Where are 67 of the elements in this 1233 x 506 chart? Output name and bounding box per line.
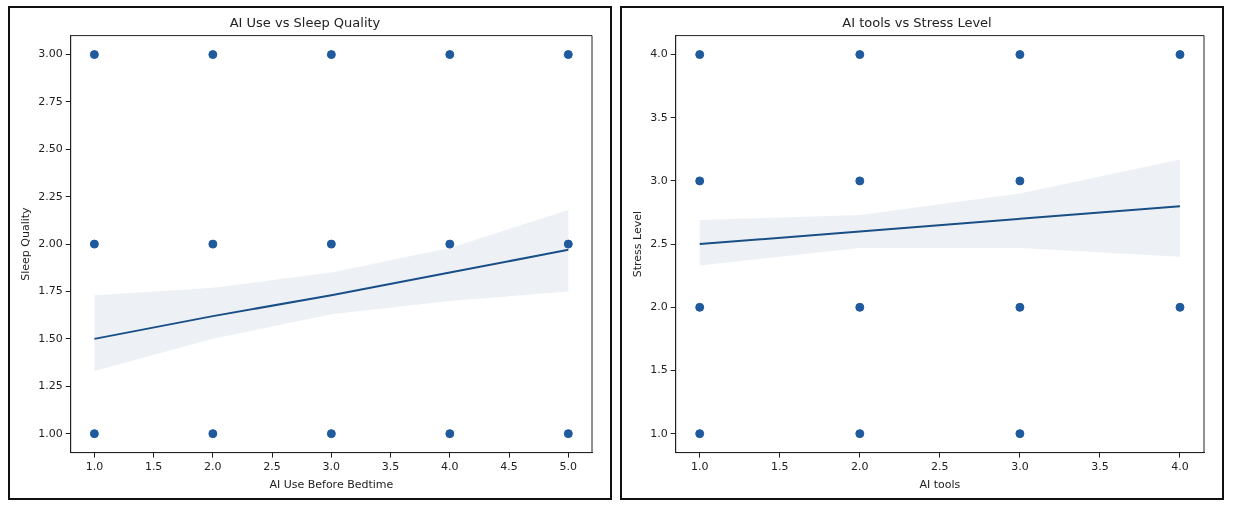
point	[326, 239, 336, 249]
point	[445, 50, 455, 60]
y-tick-label: 4.0	[650, 47, 668, 61]
point	[1015, 429, 1025, 439]
point	[1015, 302, 1025, 312]
y-tick-label: 3.5	[650, 110, 668, 124]
y-tick-label: 2.0	[650, 300, 668, 314]
x-tick-label: 2.5	[931, 460, 949, 474]
point	[563, 50, 573, 60]
point	[445, 429, 455, 439]
y-tick-label: 2.75	[38, 94, 63, 108]
x-tick-label: 3.5	[381, 460, 400, 474]
point	[563, 429, 573, 439]
y-tick-label: 1.0	[650, 426, 668, 440]
x-tick-label: 1.5	[144, 460, 163, 474]
point	[208, 50, 218, 60]
point	[695, 50, 705, 60]
y-tick-label: 3.0	[650, 173, 668, 187]
point	[855, 176, 865, 186]
x-tick-label: 1.5	[771, 460, 789, 474]
y-tick-label: 1.75	[38, 284, 63, 298]
y-axis-title: Sleep Quality	[19, 206, 33, 281]
point	[855, 302, 865, 312]
x-tick-label: 1.0	[690, 460, 709, 474]
point	[208, 429, 218, 439]
point	[855, 50, 865, 60]
y-tick-label: 3.00	[38, 47, 63, 61]
y-tick-label: 2.5	[650, 236, 668, 250]
point	[326, 429, 336, 439]
point	[1015, 50, 1025, 60]
point	[695, 302, 705, 312]
x-axis-title: AI Use Before Bedtime	[269, 478, 394, 492]
x-axis-title: AI tools	[919, 478, 961, 492]
y-axis-title: Stress Level	[631, 210, 645, 278]
x-tick-label: 3.0	[322, 460, 341, 474]
y-tick-label: 2.25	[38, 189, 63, 203]
x-tick-label: 4.5	[500, 460, 518, 474]
chart-title: AI Use vs Sleep Quality	[229, 15, 381, 31]
point	[1175, 50, 1185, 60]
point	[89, 239, 99, 249]
point	[695, 176, 705, 186]
point	[563, 239, 573, 249]
x-tick-label: 2.0	[851, 460, 869, 474]
point	[89, 429, 99, 439]
x-tick-label: 5.0	[559, 460, 578, 474]
point	[1175, 302, 1185, 312]
y-tick-label: 1.25	[38, 379, 63, 393]
y-tick-label: 1.5	[650, 363, 668, 377]
point	[445, 239, 455, 249]
point	[1015, 176, 1025, 186]
point	[326, 50, 336, 60]
x-tick-label: 2.5	[263, 460, 281, 474]
x-tick-label: 3.5	[1091, 460, 1109, 474]
y-tick-label: 1.00	[38, 426, 63, 440]
chart-title: AI tools vs Stress Level	[842, 15, 992, 31]
x-tick-label: 4.0	[1171, 460, 1189, 474]
y-tick-label: 1.50	[38, 331, 63, 345]
point	[855, 429, 865, 439]
y-tick-label: 2.00	[38, 236, 63, 250]
x-tick-label: 3.0	[1011, 460, 1029, 474]
point	[695, 429, 705, 439]
x-tick-label: 1.0	[85, 460, 104, 474]
x-tick-label: 2.0	[204, 460, 222, 474]
point	[208, 239, 218, 249]
x-tick-label: 4.0	[441, 460, 459, 474]
y-tick-label: 2.50	[38, 142, 63, 156]
point	[89, 50, 99, 60]
